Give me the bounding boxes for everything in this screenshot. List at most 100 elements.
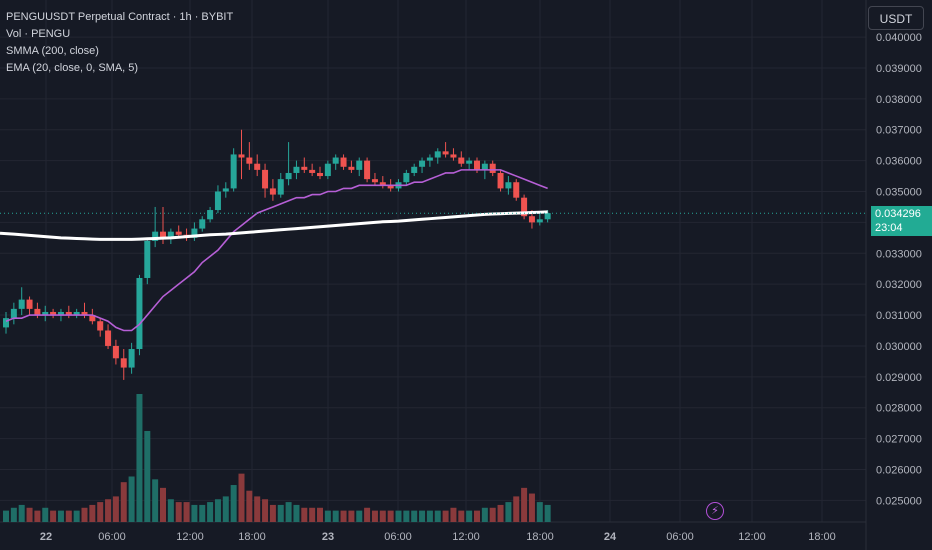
volume-bar (403, 510, 410, 522)
volume-bar (411, 510, 418, 522)
volume-bar (254, 496, 261, 522)
candle-body (371, 179, 378, 183)
x-tick-label: 18:00 (526, 531, 554, 543)
candle-body (474, 160, 480, 170)
y-tick-label: 0.032000 (876, 279, 922, 291)
candle-body (199, 219, 206, 229)
candle-body (293, 166, 300, 173)
volume-bar (442, 510, 449, 522)
volume-bar (207, 502, 214, 522)
x-tick-label: 12:00 (452, 531, 480, 543)
candle-body (513, 182, 520, 198)
volume-bar (57, 510, 64, 522)
x-tick-label: 06:00 (384, 531, 412, 543)
volume-bar (42, 507, 49, 522)
candle-body (207, 210, 214, 220)
candle-body (222, 188, 229, 192)
candle-body (489, 163, 496, 173)
lightning-bolt-icon[interactable]: ⚡ (706, 502, 724, 520)
candle-body (57, 311, 64, 316)
volume-bar (364, 507, 371, 522)
candle-body (450, 154, 457, 158)
volume-bar (160, 487, 166, 522)
ema-legend[interactable]: EMA (20, close, 0, SMA, 5) (6, 62, 139, 74)
volume-bar (73, 510, 80, 522)
candle-body (379, 182, 386, 186)
volume-bar (152, 479, 159, 522)
volume-bar (18, 504, 25, 522)
volume-bar (419, 510, 426, 522)
last-price-badge: 0.034296 23:04 (871, 206, 932, 237)
candle-body (356, 160, 363, 170)
candle-body (309, 169, 316, 173)
volume-bar (89, 504, 96, 522)
y-tick-label: 0.029000 (876, 372, 922, 384)
volume-bar (536, 502, 543, 522)
candle-body (214, 191, 221, 211)
candle-body (411, 166, 418, 173)
y-tick-label: 0.039000 (876, 63, 922, 75)
volume-bar (426, 510, 433, 522)
smma-legend[interactable]: SMMA (200, close) (6, 45, 99, 57)
volume-bar (458, 510, 465, 522)
ema-line (5, 169, 548, 332)
volume-bar (285, 502, 292, 522)
smma-line (0, 210, 548, 241)
volume-bar (10, 507, 17, 522)
y-tick-label: 0.026000 (876, 464, 922, 476)
x-tick-label: 12:00 (176, 531, 204, 543)
x-tick-label: 22 (40, 531, 52, 543)
candle-body (73, 311, 80, 316)
candle-body (317, 172, 323, 177)
candle-body (528, 216, 535, 223)
y-tick-label: 0.031000 (876, 310, 922, 322)
volume-bar (222, 496, 229, 522)
candle-body (324, 163, 331, 177)
candle-body (269, 188, 276, 195)
volume-bar (112, 496, 119, 522)
volume-bar (356, 510, 363, 522)
volume-bar (544, 504, 551, 522)
candle-body (536, 219, 543, 223)
volume-bar (191, 504, 198, 522)
candle-body (120, 358, 127, 368)
y-tick-label: 0.040000 (876, 32, 922, 44)
candle-body (191, 228, 198, 238)
y-tick-label: 0.025000 (876, 495, 922, 507)
volume-bar (238, 473, 245, 522)
candle-body (81, 311, 88, 316)
candle-body (50, 311, 57, 316)
candle-body (466, 160, 473, 164)
volume-bar (214, 499, 221, 522)
candle-body (426, 157, 433, 161)
volume-bar (199, 504, 206, 522)
y-tick-label: 0.035000 (876, 187, 922, 199)
y-tick-label: 0.038000 (876, 94, 922, 106)
candle-body (238, 154, 245, 158)
volume-bar (466, 510, 473, 522)
volume-legend[interactable]: Vol · PENGU (6, 28, 71, 40)
candle-body (42, 311, 49, 316)
volume-bar (489, 507, 496, 522)
x-tick-label: 06:00 (666, 531, 694, 543)
symbol-title[interactable]: PENGUUSDT Perpetual Contract · 1h · BYBI… (6, 11, 234, 23)
volume-bar (434, 510, 441, 522)
volume-bar (105, 499, 112, 522)
volume-bar (521, 487, 528, 522)
candle-body (403, 172, 410, 183)
volume-bar (230, 485, 237, 522)
candle-body (128, 349, 135, 368)
volume-bar (262, 499, 269, 522)
x-tick-label: 23 (322, 531, 334, 543)
currency-button[interactable]: USDT (868, 6, 924, 30)
volume-bar (387, 510, 394, 522)
candle-body (481, 163, 488, 170)
volume-bar (324, 510, 331, 522)
volume-bar (309, 507, 316, 522)
bar-countdown: 23:04 (875, 222, 903, 235)
volume-bar (175, 502, 182, 522)
candle-body (136, 277, 143, 350)
candle-body (458, 157, 465, 164)
